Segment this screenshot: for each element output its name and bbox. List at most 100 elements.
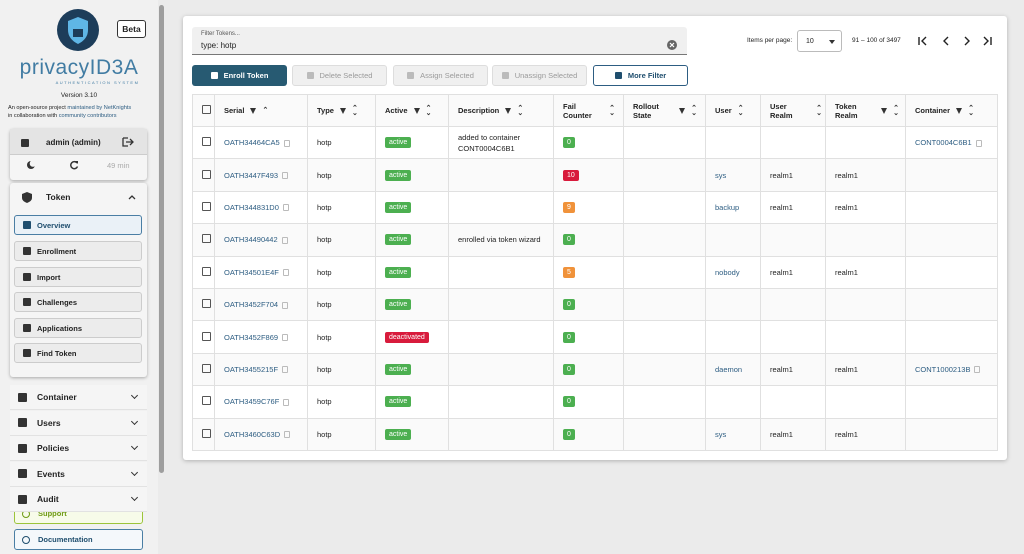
next-page[interactable] [965, 37, 969, 45]
action-button[interactable]: Enroll Token [192, 65, 287, 86]
sort-icon[interactable]: ⌃ [262, 108, 268, 113]
filter-icon[interactable] [414, 108, 420, 114]
nav-section[interactable]: Policies [10, 436, 147, 461]
scrollbar[interactable] [159, 5, 164, 473]
refresh-button[interactable] [69, 160, 79, 170]
clear-filter[interactable] [667, 40, 677, 50]
logout-button[interactable] [122, 137, 134, 147]
action-label: Unassign Selected [515, 71, 578, 80]
nav-item[interactable]: Overview [14, 215, 142, 235]
copy-icon[interactable] [976, 140, 982, 147]
filter-input[interactable]: Filter Tokens... type: hotp [192, 27, 687, 55]
nav-item[interactable]: Find Token [14, 343, 142, 363]
copy-icon[interactable] [282, 366, 288, 373]
copy-icon[interactable] [283, 204, 289, 211]
nav-section[interactable]: Users [10, 411, 147, 436]
column-title: Container [915, 106, 950, 115]
sort-icon[interactable]: ⌃⌄ [893, 106, 899, 116]
filter-icon[interactable] [881, 108, 887, 114]
serial-link[interactable]: OATH3452F869 [224, 333, 278, 342]
container-link[interactable]: CONT1000213B [915, 365, 970, 374]
row-checkbox[interactable] [202, 364, 211, 373]
copy-icon[interactable] [282, 334, 288, 341]
cell-text: realm1 [770, 202, 825, 213]
sort-icon[interactable]: ⌃⌄ [609, 106, 615, 116]
nav-section[interactable]: Container [10, 385, 147, 410]
serial-link[interactable]: OATH3455215F [224, 365, 278, 374]
items-per-page-select[interactable]: 10 [797, 30, 842, 52]
filter-icon[interactable] [956, 108, 962, 114]
documentation-button[interactable]: Documentation [14, 529, 143, 550]
nav-item[interactable]: Challenges [14, 292, 142, 312]
user-link[interactable]: daemon [715, 365, 742, 374]
nav-item[interactable]: Applications [14, 318, 142, 338]
cell: 9 [554, 191, 624, 223]
sort-icon[interactable]: ⌃⌄ [691, 106, 697, 116]
copy-icon[interactable] [282, 302, 288, 309]
row-checkbox[interactable] [202, 170, 211, 179]
cell: active [376, 127, 449, 159]
select-all[interactable] [202, 105, 211, 114]
row-checkbox[interactable] [202, 234, 211, 243]
serial-link[interactable]: OATH34501E4F [224, 268, 279, 277]
cell: realm1 [761, 159, 826, 191]
nav-item[interactable]: Import [14, 267, 142, 287]
token-header[interactable]: Token [10, 183, 147, 211]
filter-icon[interactable] [505, 108, 511, 114]
cell [193, 353, 215, 385]
row-checkbox[interactable] [202, 396, 211, 405]
cell [826, 321, 906, 353]
nav-icon [23, 247, 31, 255]
row-checkbox[interactable] [202, 202, 211, 211]
about-link[interactable]: community contributors [59, 113, 117, 119]
serial-link[interactable]: OATH3460C63D [224, 430, 280, 439]
sort-icon[interactable]: ⌃⌄ [426, 106, 432, 116]
first-page[interactable] [919, 37, 926, 45]
cell [906, 159, 998, 191]
action-button[interactable]: Delete Selected [292, 65, 387, 86]
cell-text: realm1 [835, 364, 905, 375]
sort-icon[interactable]: ⌃⌄ [738, 106, 744, 116]
cell-text: realm1 [835, 429, 905, 440]
prev-page[interactable] [944, 37, 948, 45]
user-link[interactable]: sys [715, 430, 726, 439]
user-link[interactable]: sys [715, 171, 726, 180]
theme-toggle[interactable] [26, 160, 36, 170]
copy-icon[interactable] [283, 399, 289, 406]
action-button[interactable]: More Filter [593, 65, 688, 86]
action-button[interactable]: Assign Selected [393, 65, 488, 86]
action-button[interactable]: Unassign Selected [492, 65, 587, 86]
copy-icon[interactable] [282, 237, 288, 244]
serial-link[interactable]: OATH3447F493 [224, 171, 278, 180]
sort-icon[interactable]: ⌃⌄ [352, 106, 358, 116]
user-link[interactable]: backup [715, 203, 739, 212]
sort-icon[interactable]: ⌃⌄ [816, 106, 822, 116]
filter-icon[interactable] [340, 108, 346, 114]
about-link[interactable]: maintained by NetKnights [67, 105, 131, 111]
copy-icon[interactable] [283, 269, 289, 276]
serial-link[interactable]: OATH3452F704 [224, 300, 278, 309]
row-checkbox[interactable] [202, 332, 211, 341]
serial-link[interactable]: OATH34490442 [224, 235, 278, 244]
container-link[interactable]: CONT0004C6B1 [915, 138, 972, 147]
copy-icon[interactable] [284, 431, 290, 438]
row-checkbox[interactable] [202, 299, 211, 308]
copy-icon[interactable] [974, 366, 980, 373]
user-link[interactable]: nobody [715, 268, 740, 277]
row-checkbox[interactable] [202, 429, 211, 438]
nav-section[interactable]: Audit [10, 487, 147, 512]
row-checkbox[interactable] [202, 137, 211, 146]
filter-icon[interactable] [679, 108, 685, 114]
sort-icon[interactable]: ⌃⌄ [968, 106, 974, 116]
nav-item[interactable]: Enrollment [14, 241, 142, 261]
filter-icon[interactable] [250, 108, 256, 114]
copy-icon[interactable] [284, 140, 290, 147]
copy-icon[interactable] [282, 172, 288, 179]
serial-link[interactable]: OATH3459C76F [224, 397, 279, 406]
serial-link[interactable]: OATH34464CA5 [224, 138, 280, 147]
last-page[interactable] [984, 37, 991, 45]
sort-icon[interactable]: ⌃⌄ [517, 106, 523, 116]
row-checkbox[interactable] [202, 267, 211, 276]
serial-link[interactable]: OATH344831D0 [224, 203, 279, 212]
nav-section[interactable]: Events [10, 462, 147, 487]
